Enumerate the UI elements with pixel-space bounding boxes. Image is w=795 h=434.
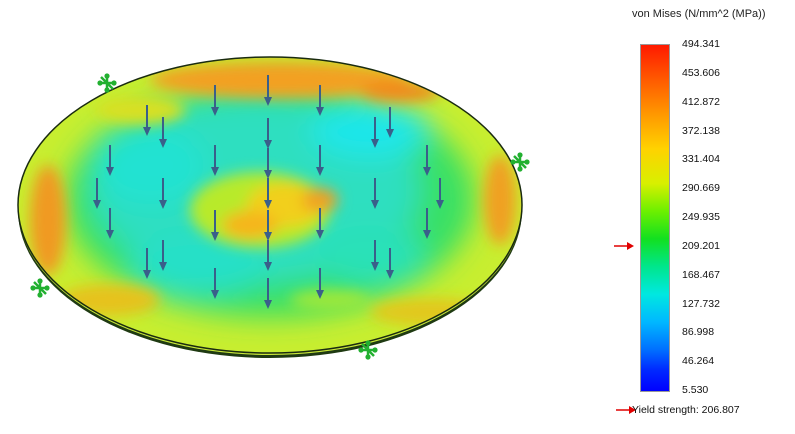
- load-arrow-icon: [423, 145, 431, 176]
- load-arrow-icon: [316, 208, 324, 239]
- legend-tick: 5.530: [682, 384, 709, 396]
- load-arrow-icon: [143, 248, 151, 279]
- legend-colorbar: [640, 44, 670, 392]
- legend-tick: 86.998: [682, 326, 715, 339]
- load-arrow-icon: [264, 118, 272, 149]
- load-arrow-icon: [264, 278, 272, 309]
- stress-contour-plot: [17, 56, 530, 360]
- load-arrow-icon: [93, 178, 101, 209]
- load-arrow-icon: [386, 107, 394, 138]
- load-arrow-icon: [211, 145, 219, 176]
- legend-tick: 168.467: [682, 268, 720, 281]
- yield-marker-icon: [616, 406, 636, 414]
- fixture-icon: [97, 73, 117, 93]
- load-arrow-icon: [371, 117, 379, 148]
- legend-tick: 46.264: [682, 355, 715, 368]
- load-arrow-icon: [211, 268, 219, 299]
- load-arrow-icon: [264, 178, 272, 209]
- load-arrow-icon: [106, 208, 114, 239]
- legend-tick: 453.606: [682, 66, 720, 79]
- load-arrow-icon: [316, 268, 324, 299]
- load-arrow-icon: [159, 178, 167, 209]
- legend-tick: 331.404: [682, 153, 720, 166]
- fixture-icon: [510, 152, 530, 172]
- load-arrow-icon: [436, 178, 444, 209]
- load-arrow-icon: [264, 75, 272, 106]
- load-arrow-icon: [264, 210, 272, 241]
- yield-strength-label: Yield strength: 206.807: [632, 404, 740, 416]
- load-arrow-icon: [316, 85, 324, 116]
- load-arrow-icon: [264, 240, 272, 271]
- legend-tick: 494.341: [682, 38, 720, 50]
- load-arrow-icon: [143, 105, 151, 136]
- legend-tick: 290.669: [682, 182, 720, 195]
- load-arrow-icon: [159, 240, 167, 271]
- legend-tick: 127.732: [682, 297, 720, 310]
- yield-marker-icon: [614, 242, 634, 250]
- load-arrow-icon: [106, 145, 114, 176]
- legend-tick: 249.935: [682, 211, 720, 223]
- load-arrow-icon: [386, 248, 394, 279]
- load-arrow-icon: [211, 85, 219, 116]
- load-arrow-icon: [316, 145, 324, 176]
- legend-tick: 372.138: [682, 124, 720, 137]
- legend-tick: 209.201: [682, 239, 720, 252]
- load-arrow-icon: [211, 210, 219, 241]
- load-arrow-icon: [264, 148, 272, 179]
- stress-legend: von Mises (N/mm^2 (MPa)) 494.341 453.606…: [610, 0, 795, 429]
- fixtures: [30, 73, 530, 360]
- load-arrows: [93, 75, 444, 309]
- load-arrow-icon: [423, 208, 431, 239]
- load-arrow-icon: [371, 240, 379, 271]
- load-arrow-icon: [371, 178, 379, 209]
- legend-title: von Mises (N/mm^2 (MPa)): [632, 8, 766, 20]
- model-viewport[interactable]: [0, 0, 610, 429]
- legend-tick: 412.872: [682, 95, 720, 108]
- load-arrow-icon: [159, 117, 167, 148]
- fixture-icon: [30, 278, 50, 298]
- fixture-icon: [358, 340, 378, 360]
